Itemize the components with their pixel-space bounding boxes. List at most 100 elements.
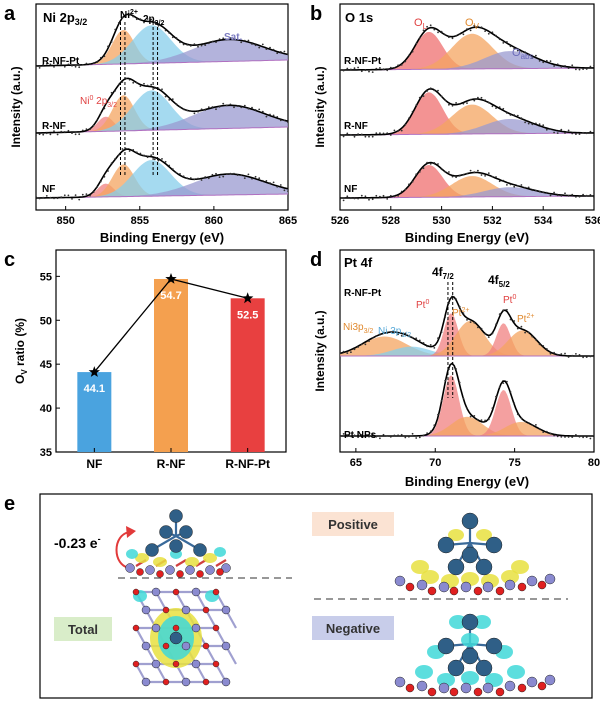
panel-a-title: Ni 2p3/2 xyxy=(43,10,87,27)
fit-peak-sat xyxy=(36,174,288,198)
raw-data-point xyxy=(287,121,288,124)
raw-data-point xyxy=(469,29,472,32)
star-marker xyxy=(165,273,177,284)
fit-peak-pt2-72 xyxy=(340,321,594,356)
raw-data-point xyxy=(161,88,163,91)
raw-data-point xyxy=(283,189,286,192)
raw-data-point xyxy=(114,157,117,160)
fit-peak-ov xyxy=(340,104,594,135)
raw-data-point xyxy=(89,194,91,197)
raw-data-point xyxy=(593,356,594,358)
raw-data-point xyxy=(340,134,341,137)
raw-data-point xyxy=(218,38,221,41)
raw-data-point xyxy=(42,63,45,66)
raw-data-point xyxy=(524,121,526,124)
panel-d-f52-label: 4f5/2 xyxy=(488,273,510,289)
fit-peak-ni3p12 xyxy=(340,346,594,356)
raw-data-point xyxy=(433,162,436,164)
raw-data-point xyxy=(81,64,84,66)
raw-data-point xyxy=(386,332,389,334)
raw-data-point xyxy=(578,354,581,356)
raw-data-point xyxy=(340,68,341,71)
raw-data-point xyxy=(121,16,124,19)
panel-c-plot: 35 40 45 50 55 44.1 NF 54.7 R-NF 52.5 R-NF-Pt xyxy=(40,271,270,471)
raw-data-point xyxy=(484,419,486,422)
raw-data-point xyxy=(375,335,378,337)
pt-atom xyxy=(461,512,479,530)
ni-atom xyxy=(544,573,556,585)
panel-a-p32-label: 2p3/2 xyxy=(143,14,165,27)
panel-d-title: Pt 4f xyxy=(344,255,373,270)
raw-data-point xyxy=(279,119,282,122)
raw-data-point xyxy=(375,435,378,438)
raw-data-point xyxy=(207,42,210,45)
raw-data-point xyxy=(89,128,91,131)
raw-data-point xyxy=(538,428,541,431)
positive-charge-lobe xyxy=(153,557,167,567)
panel-d-pt0b-label: Pt0 xyxy=(503,294,516,306)
raw-data-point xyxy=(382,433,385,436)
raw-data-point xyxy=(495,395,497,398)
raw-data-point xyxy=(103,175,106,178)
raw-data-point xyxy=(422,95,425,97)
raw-data-point xyxy=(357,66,359,69)
raw-data-point xyxy=(63,65,66,68)
raw-data-point xyxy=(418,96,421,99)
raw-data-point xyxy=(506,184,508,186)
raw-data-point xyxy=(437,413,439,416)
raw-data-point xyxy=(462,312,465,314)
raw-data-point xyxy=(272,48,275,51)
panel-b-sample-3: NF xyxy=(344,184,357,195)
raw-data-point xyxy=(513,320,516,322)
panel-b-sample-1: R-NF-Pt xyxy=(344,56,382,67)
raw-data-point xyxy=(527,422,530,424)
raw-data-point xyxy=(418,171,421,173)
raw-data-point xyxy=(433,89,436,92)
raw-data-point xyxy=(189,177,192,179)
raw-data-point xyxy=(393,434,396,437)
o-atom xyxy=(517,683,527,693)
raw-data-point xyxy=(74,65,77,68)
raw-data-point xyxy=(168,164,171,167)
pt-atom xyxy=(461,613,479,631)
raw-data-point xyxy=(197,45,199,48)
raw-data-point xyxy=(458,175,461,177)
raw-data-point xyxy=(440,331,443,333)
raw-data-point xyxy=(520,417,523,419)
fit-peak-ni3 xyxy=(36,25,288,66)
panel-d-letter: d xyxy=(310,249,322,271)
raw-data-point xyxy=(535,54,537,57)
ni-atom xyxy=(416,680,428,692)
raw-data-point xyxy=(368,198,370,201)
raw-data-point xyxy=(516,114,519,117)
raw-data-point xyxy=(143,21,145,24)
raw-data-point xyxy=(168,99,171,101)
pt-atom xyxy=(461,546,479,564)
raw-data-point xyxy=(125,147,127,150)
raw-data-point xyxy=(400,334,403,337)
raw-data-point xyxy=(382,132,385,135)
raw-data-point xyxy=(433,424,436,427)
raw-data-point xyxy=(146,18,149,20)
raw-data-point xyxy=(466,28,468,30)
raw-data-point xyxy=(371,432,374,435)
raw-data-point xyxy=(408,183,410,186)
fit-peak-pt2-52 xyxy=(340,422,594,436)
raw-data-point xyxy=(269,113,271,116)
panel-e-structures xyxy=(125,509,556,697)
raw-data-point xyxy=(350,133,352,136)
raw-data-point xyxy=(469,98,472,101)
raw-data-point xyxy=(440,168,443,171)
raw-data-point xyxy=(389,331,392,333)
raw-data-point xyxy=(571,193,574,196)
raw-data-point xyxy=(473,415,476,417)
raw-data-point xyxy=(247,39,250,42)
raw-data-point xyxy=(542,124,545,127)
panel-a-letter: a xyxy=(4,3,16,25)
raw-data-point xyxy=(585,436,588,438)
o-atom xyxy=(216,568,224,576)
raw-data-point xyxy=(564,352,566,355)
bond xyxy=(205,609,217,629)
raw-data-point xyxy=(593,64,594,67)
raw-data-point xyxy=(545,430,548,433)
